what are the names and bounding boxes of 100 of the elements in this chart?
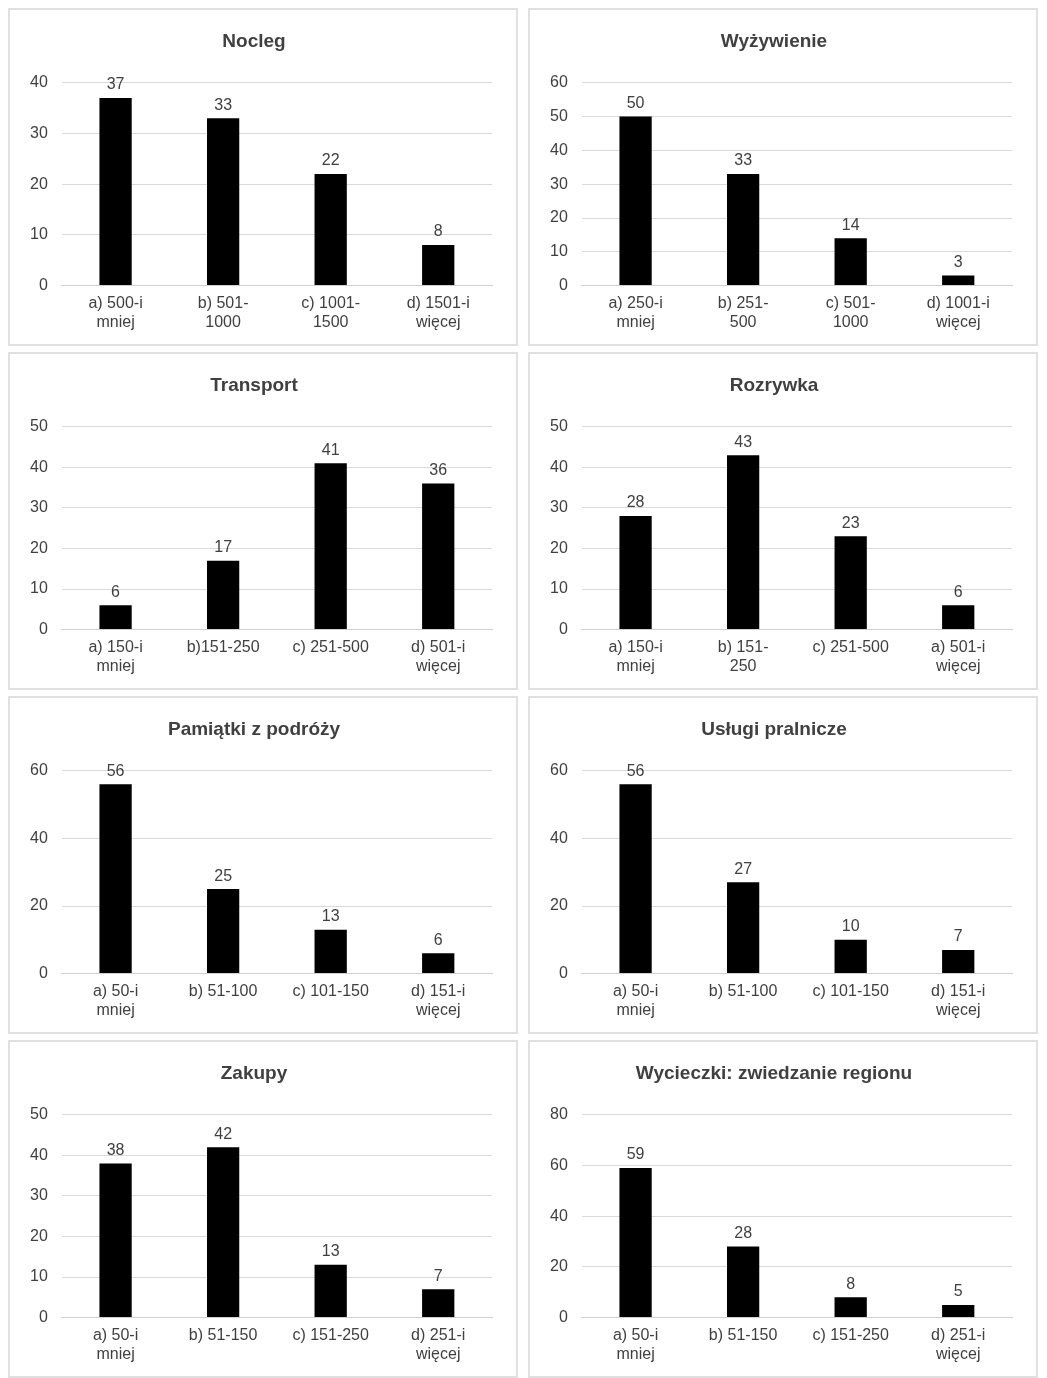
x-tick-label: b) 51-150 (188, 1325, 258, 1343)
chart-title: Pamiątki z podróży (167, 717, 341, 739)
y-tick-label: 50 (30, 417, 48, 435)
y-tick-label: 20 (550, 1257, 568, 1275)
data-label: 17 (214, 538, 233, 556)
y-tick-label: 40 (550, 457, 568, 475)
chart-title: Usługi pralnicze (701, 717, 847, 739)
bar (206, 889, 240, 974)
bar (726, 882, 760, 974)
bar (619, 516, 652, 630)
x-tick-label: b) 51-100 (708, 981, 778, 999)
x-tick-label: a) 250-i mniej (608, 293, 663, 330)
y-tick-label: 50 (550, 417, 568, 435)
chart-title: Zakupy (220, 1061, 288, 1083)
data-label: 38 (106, 1140, 125, 1158)
y-tick-label: 40 (30, 828, 48, 846)
data-label: 37 (106, 75, 125, 93)
x-tick-label: a) 150-i mniej (88, 637, 143, 674)
bar (726, 174, 760, 286)
y-tick-label: 0 (558, 1308, 568, 1326)
y-tick-label: 40 (30, 457, 48, 475)
y-tick-label: 0 (558, 276, 568, 294)
x-tick-label: a) 50-i mniej (92, 1325, 139, 1362)
y-tick-label: 60 (550, 761, 568, 779)
data-label: 42 (214, 1124, 233, 1142)
y-tick-label: 30 (30, 123, 48, 141)
x-tick-label: d) 251-i więcej (411, 1325, 466, 1362)
x-tick-label: a) 50-i mniej (612, 1325, 659, 1362)
x-tick-label: d) 1001-i więcej (926, 293, 990, 330)
bar (314, 929, 347, 974)
bar (314, 463, 347, 630)
y-tick-label: 30 (550, 498, 568, 516)
bar (942, 949, 975, 974)
chart-title: Wyżywienie (720, 29, 828, 51)
y-tick-label: 10 (550, 579, 568, 597)
y-tick-label: 20 (30, 1226, 48, 1244)
data-label: 6 (953, 582, 963, 600)
x-tick-label: d) 151-i więcej (931, 981, 986, 1018)
data-label: 36 (429, 460, 448, 478)
y-tick-label: 20 (30, 538, 48, 556)
x-tick-label: b)151-250 (186, 637, 260, 655)
bar (99, 784, 132, 974)
chart-title: Rozrywka (729, 373, 819, 395)
data-label: 5 (953, 1282, 963, 1300)
bar (422, 953, 455, 974)
data-label: 7 (433, 1266, 443, 1284)
y-tick-label: 0 (558, 964, 568, 982)
data-label: 25 (214, 866, 233, 884)
y-tick-label: 0 (38, 1308, 48, 1326)
bar (314, 174, 347, 286)
data-label: 28 (626, 493, 645, 511)
x-tick-label: a) 150-i mniej (608, 637, 663, 674)
data-label: 6 (111, 582, 121, 600)
data-label: 6 (433, 930, 443, 948)
y-tick-label: 60 (30, 761, 48, 779)
bar (619, 784, 652, 974)
x-tick-label: a) 50-i mniej (92, 981, 139, 1018)
y-tick-label: 10 (30, 1267, 48, 1285)
y-tick-label: 60 (550, 1155, 568, 1173)
x-tick-label: d) 501-i więcej (411, 637, 466, 674)
data-label: 13 (321, 1242, 340, 1260)
data-label: 10 (841, 917, 860, 935)
data-label: 50 (626, 94, 645, 112)
data-label: 14 (841, 215, 860, 233)
x-tick-label: a) 50-i mniej (612, 981, 659, 1018)
y-tick-label: 40 (550, 828, 568, 846)
data-label: 8 (433, 222, 443, 240)
x-tick-label: c) 151-250 (292, 1325, 370, 1343)
bar (206, 118, 240, 286)
bar (942, 1304, 975, 1318)
bar (942, 605, 975, 630)
bar (942, 275, 975, 286)
y-tick-label: 80 (550, 1105, 568, 1123)
y-tick-label: 0 (558, 620, 568, 638)
y-tick-label: 0 (38, 620, 48, 638)
x-tick-label: c) 101-150 (292, 981, 370, 999)
data-label: 33 (214, 95, 233, 113)
bar (206, 1147, 240, 1318)
data-label: 27 (734, 859, 753, 877)
y-tick-label: 40 (30, 1145, 48, 1163)
bar (834, 536, 867, 630)
data-label: 28 (734, 1224, 753, 1242)
bar (422, 483, 455, 630)
data-label: 13 (321, 907, 340, 925)
bar (206, 560, 240, 630)
x-tick-label: d) 151-i więcej (411, 981, 466, 1018)
bar (314, 1264, 347, 1318)
chart-title: Wycieczki: zwiedzanie regionu (635, 1061, 913, 1083)
x-tick-label: b) 251- 500 (717, 293, 769, 330)
bar (834, 939, 867, 974)
y-tick-label: 20 (30, 174, 48, 192)
x-tick-label: c) 251-500 (812, 637, 890, 655)
x-tick-label: b) 51-150 (708, 1325, 778, 1343)
y-tick-label: 50 (30, 1105, 48, 1123)
y-tick-label: 0 (38, 276, 48, 294)
x-tick-label: b) 51-100 (188, 981, 258, 999)
y-tick-label: 50 (550, 107, 568, 125)
y-tick-label: 30 (30, 1186, 48, 1204)
chart-title: Nocleg (222, 29, 286, 51)
data-label: 7 (953, 927, 963, 945)
